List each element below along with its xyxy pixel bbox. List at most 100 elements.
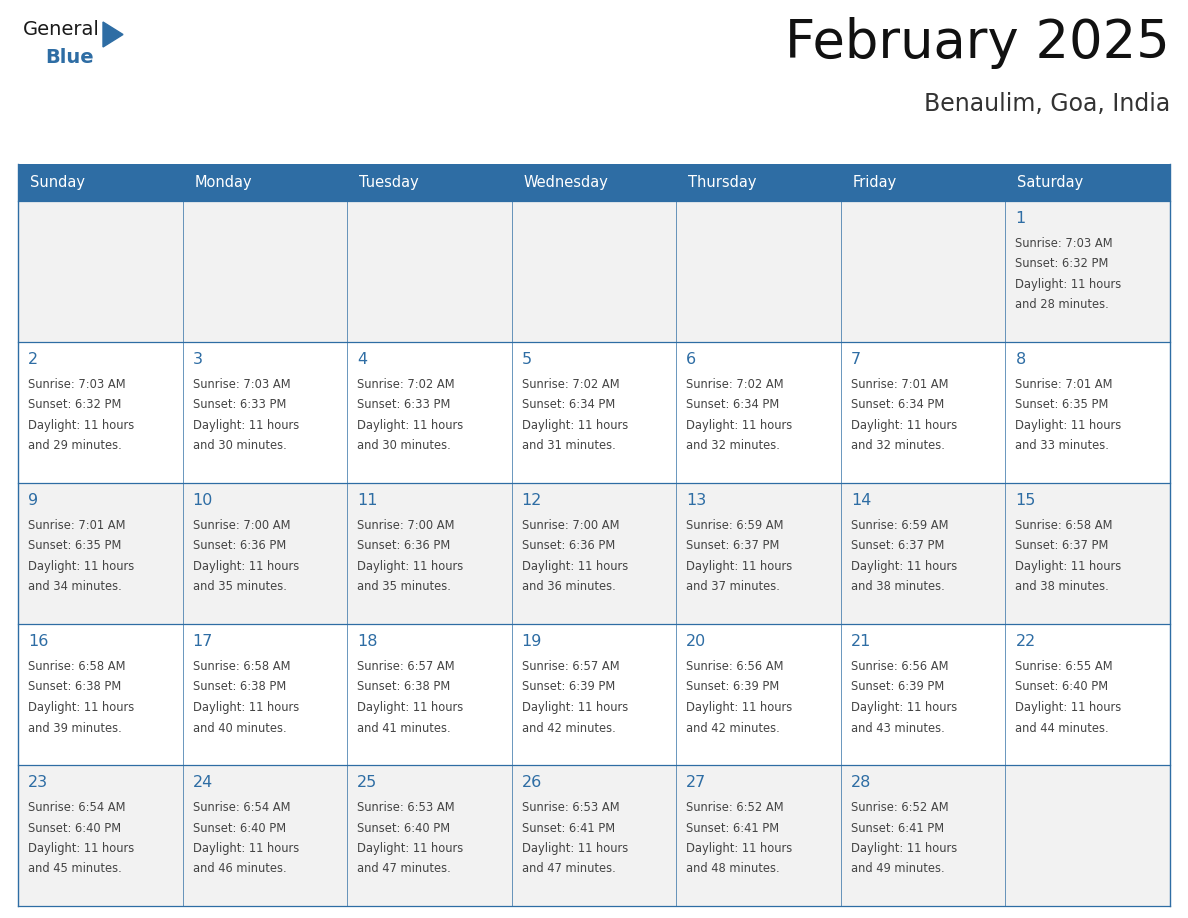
Text: Sunset: 6:34 PM: Sunset: 6:34 PM <box>687 398 779 411</box>
Text: Saturday: Saturday <box>1017 175 1083 190</box>
Text: General: General <box>23 20 100 39</box>
Text: and 35 minutes.: and 35 minutes. <box>192 580 286 594</box>
Text: Sunset: 6:41 PM: Sunset: 6:41 PM <box>522 822 615 834</box>
Text: Sunrise: 7:00 AM: Sunrise: 7:00 AM <box>192 519 290 532</box>
Text: and 32 minutes.: and 32 minutes. <box>687 440 781 453</box>
Text: Sunrise: 7:03 AM: Sunrise: 7:03 AM <box>1016 237 1113 250</box>
Text: Sunset: 6:40 PM: Sunset: 6:40 PM <box>1016 680 1108 693</box>
Text: Daylight: 11 hours: Daylight: 11 hours <box>192 701 299 714</box>
Text: Daylight: 11 hours: Daylight: 11 hours <box>851 701 958 714</box>
Text: Daylight: 11 hours: Daylight: 11 hours <box>522 560 628 573</box>
Text: Daylight: 11 hours: Daylight: 11 hours <box>29 560 134 573</box>
Text: Sunrise: 6:55 AM: Sunrise: 6:55 AM <box>1016 660 1113 673</box>
Text: 17: 17 <box>192 634 213 649</box>
Text: Thursday: Thursday <box>688 175 757 190</box>
Text: and 43 minutes.: and 43 minutes. <box>851 722 944 734</box>
Text: and 39 minutes.: and 39 minutes. <box>29 722 121 734</box>
Text: 23: 23 <box>29 775 49 790</box>
Text: 20: 20 <box>687 634 707 649</box>
Text: 15: 15 <box>1016 493 1036 508</box>
Text: Daylight: 11 hours: Daylight: 11 hours <box>1016 560 1121 573</box>
Text: Tuesday: Tuesday <box>359 175 419 190</box>
Text: Daylight: 11 hours: Daylight: 11 hours <box>358 842 463 855</box>
Text: Benaulim, Goa, India: Benaulim, Goa, India <box>924 92 1170 116</box>
Text: Sunrise: 7:02 AM: Sunrise: 7:02 AM <box>358 378 455 391</box>
Text: Sunrise: 6:56 AM: Sunrise: 6:56 AM <box>687 660 784 673</box>
Text: and 34 minutes.: and 34 minutes. <box>29 580 121 594</box>
Bar <box>18 342 1170 483</box>
Text: Sunday: Sunday <box>30 175 86 190</box>
Text: Sunrise: 7:02 AM: Sunrise: 7:02 AM <box>522 378 619 391</box>
Text: Sunset: 6:32 PM: Sunset: 6:32 PM <box>1016 258 1108 271</box>
Text: Sunset: 6:34 PM: Sunset: 6:34 PM <box>851 398 944 411</box>
Text: 10: 10 <box>192 493 213 508</box>
Text: Daylight: 11 hours: Daylight: 11 hours <box>192 842 299 855</box>
Polygon shape <box>103 22 124 47</box>
Text: and 33 minutes.: and 33 minutes. <box>1016 440 1110 453</box>
Text: and 29 minutes.: and 29 minutes. <box>29 440 121 453</box>
Text: and 41 minutes.: and 41 minutes. <box>358 722 450 734</box>
Text: and 48 minutes.: and 48 minutes. <box>687 863 779 876</box>
Bar <box>18 483 1170 624</box>
Text: 9: 9 <box>29 493 38 508</box>
Text: Daylight: 11 hours: Daylight: 11 hours <box>687 701 792 714</box>
Text: Sunrise: 7:00 AM: Sunrise: 7:00 AM <box>522 519 619 532</box>
Text: Sunset: 6:41 PM: Sunset: 6:41 PM <box>687 822 779 834</box>
Text: Sunset: 6:38 PM: Sunset: 6:38 PM <box>192 680 286 693</box>
Text: and 40 minutes.: and 40 minutes. <box>192 722 286 734</box>
Text: Sunset: 6:34 PM: Sunset: 6:34 PM <box>522 398 615 411</box>
Text: Daylight: 11 hours: Daylight: 11 hours <box>687 560 792 573</box>
Text: Sunrise: 7:01 AM: Sunrise: 7:01 AM <box>1016 378 1113 391</box>
Text: 16: 16 <box>29 634 49 649</box>
Text: Sunrise: 7:02 AM: Sunrise: 7:02 AM <box>687 378 784 391</box>
Text: Sunset: 6:35 PM: Sunset: 6:35 PM <box>29 540 121 553</box>
Text: Sunrise: 7:01 AM: Sunrise: 7:01 AM <box>851 378 948 391</box>
Text: Daylight: 11 hours: Daylight: 11 hours <box>1016 278 1121 291</box>
Text: 2: 2 <box>29 352 38 367</box>
Text: Daylight: 11 hours: Daylight: 11 hours <box>192 560 299 573</box>
Text: and 45 minutes.: and 45 minutes. <box>29 863 121 876</box>
Text: Sunset: 6:39 PM: Sunset: 6:39 PM <box>687 680 779 693</box>
Text: 6: 6 <box>687 352 696 367</box>
Text: 19: 19 <box>522 634 542 649</box>
Text: and 42 minutes.: and 42 minutes. <box>522 722 615 734</box>
Text: Daylight: 11 hours: Daylight: 11 hours <box>358 419 463 432</box>
Text: Sunrise: 6:52 AM: Sunrise: 6:52 AM <box>687 801 784 814</box>
Text: and 46 minutes.: and 46 minutes. <box>192 863 286 876</box>
Text: Blue: Blue <box>45 48 94 67</box>
Text: 18: 18 <box>358 634 378 649</box>
Text: Sunset: 6:41 PM: Sunset: 6:41 PM <box>851 822 944 834</box>
Text: Daylight: 11 hours: Daylight: 11 hours <box>1016 419 1121 432</box>
Text: and 38 minutes.: and 38 minutes. <box>851 580 944 594</box>
Text: 14: 14 <box>851 493 871 508</box>
Text: and 44 minutes.: and 44 minutes. <box>1016 722 1110 734</box>
Text: Daylight: 11 hours: Daylight: 11 hours <box>29 701 134 714</box>
Text: Daylight: 11 hours: Daylight: 11 hours <box>29 842 134 855</box>
Text: Daylight: 11 hours: Daylight: 11 hours <box>851 560 958 573</box>
Text: Sunset: 6:39 PM: Sunset: 6:39 PM <box>851 680 944 693</box>
Text: 8: 8 <box>1016 352 1025 367</box>
Text: Sunrise: 7:03 AM: Sunrise: 7:03 AM <box>192 378 290 391</box>
Text: Sunset: 6:32 PM: Sunset: 6:32 PM <box>29 398 121 411</box>
Text: Sunrise: 6:57 AM: Sunrise: 6:57 AM <box>358 660 455 673</box>
Text: 24: 24 <box>192 775 213 790</box>
Text: Sunset: 6:40 PM: Sunset: 6:40 PM <box>29 822 121 834</box>
Text: Sunrise: 7:01 AM: Sunrise: 7:01 AM <box>29 519 126 532</box>
Text: Daylight: 11 hours: Daylight: 11 hours <box>522 701 628 714</box>
Text: Daylight: 11 hours: Daylight: 11 hours <box>1016 701 1121 714</box>
Text: and 49 minutes.: and 49 minutes. <box>851 863 944 876</box>
Text: Daylight: 11 hours: Daylight: 11 hours <box>358 560 463 573</box>
Text: and 28 minutes.: and 28 minutes. <box>1016 298 1110 311</box>
Text: and 30 minutes.: and 30 minutes. <box>192 440 286 453</box>
Text: Sunrise: 6:53 AM: Sunrise: 6:53 AM <box>358 801 455 814</box>
Text: Sunrise: 6:56 AM: Sunrise: 6:56 AM <box>851 660 948 673</box>
Text: 28: 28 <box>851 775 871 790</box>
Text: Sunrise: 6:54 AM: Sunrise: 6:54 AM <box>192 801 290 814</box>
Text: 22: 22 <box>1016 634 1036 649</box>
Text: Sunrise: 6:58 AM: Sunrise: 6:58 AM <box>192 660 290 673</box>
Text: 25: 25 <box>358 775 378 790</box>
Text: 12: 12 <box>522 493 542 508</box>
Text: and 38 minutes.: and 38 minutes. <box>1016 580 1110 594</box>
Text: Sunset: 6:40 PM: Sunset: 6:40 PM <box>192 822 285 834</box>
Text: and 35 minutes.: and 35 minutes. <box>358 580 451 594</box>
